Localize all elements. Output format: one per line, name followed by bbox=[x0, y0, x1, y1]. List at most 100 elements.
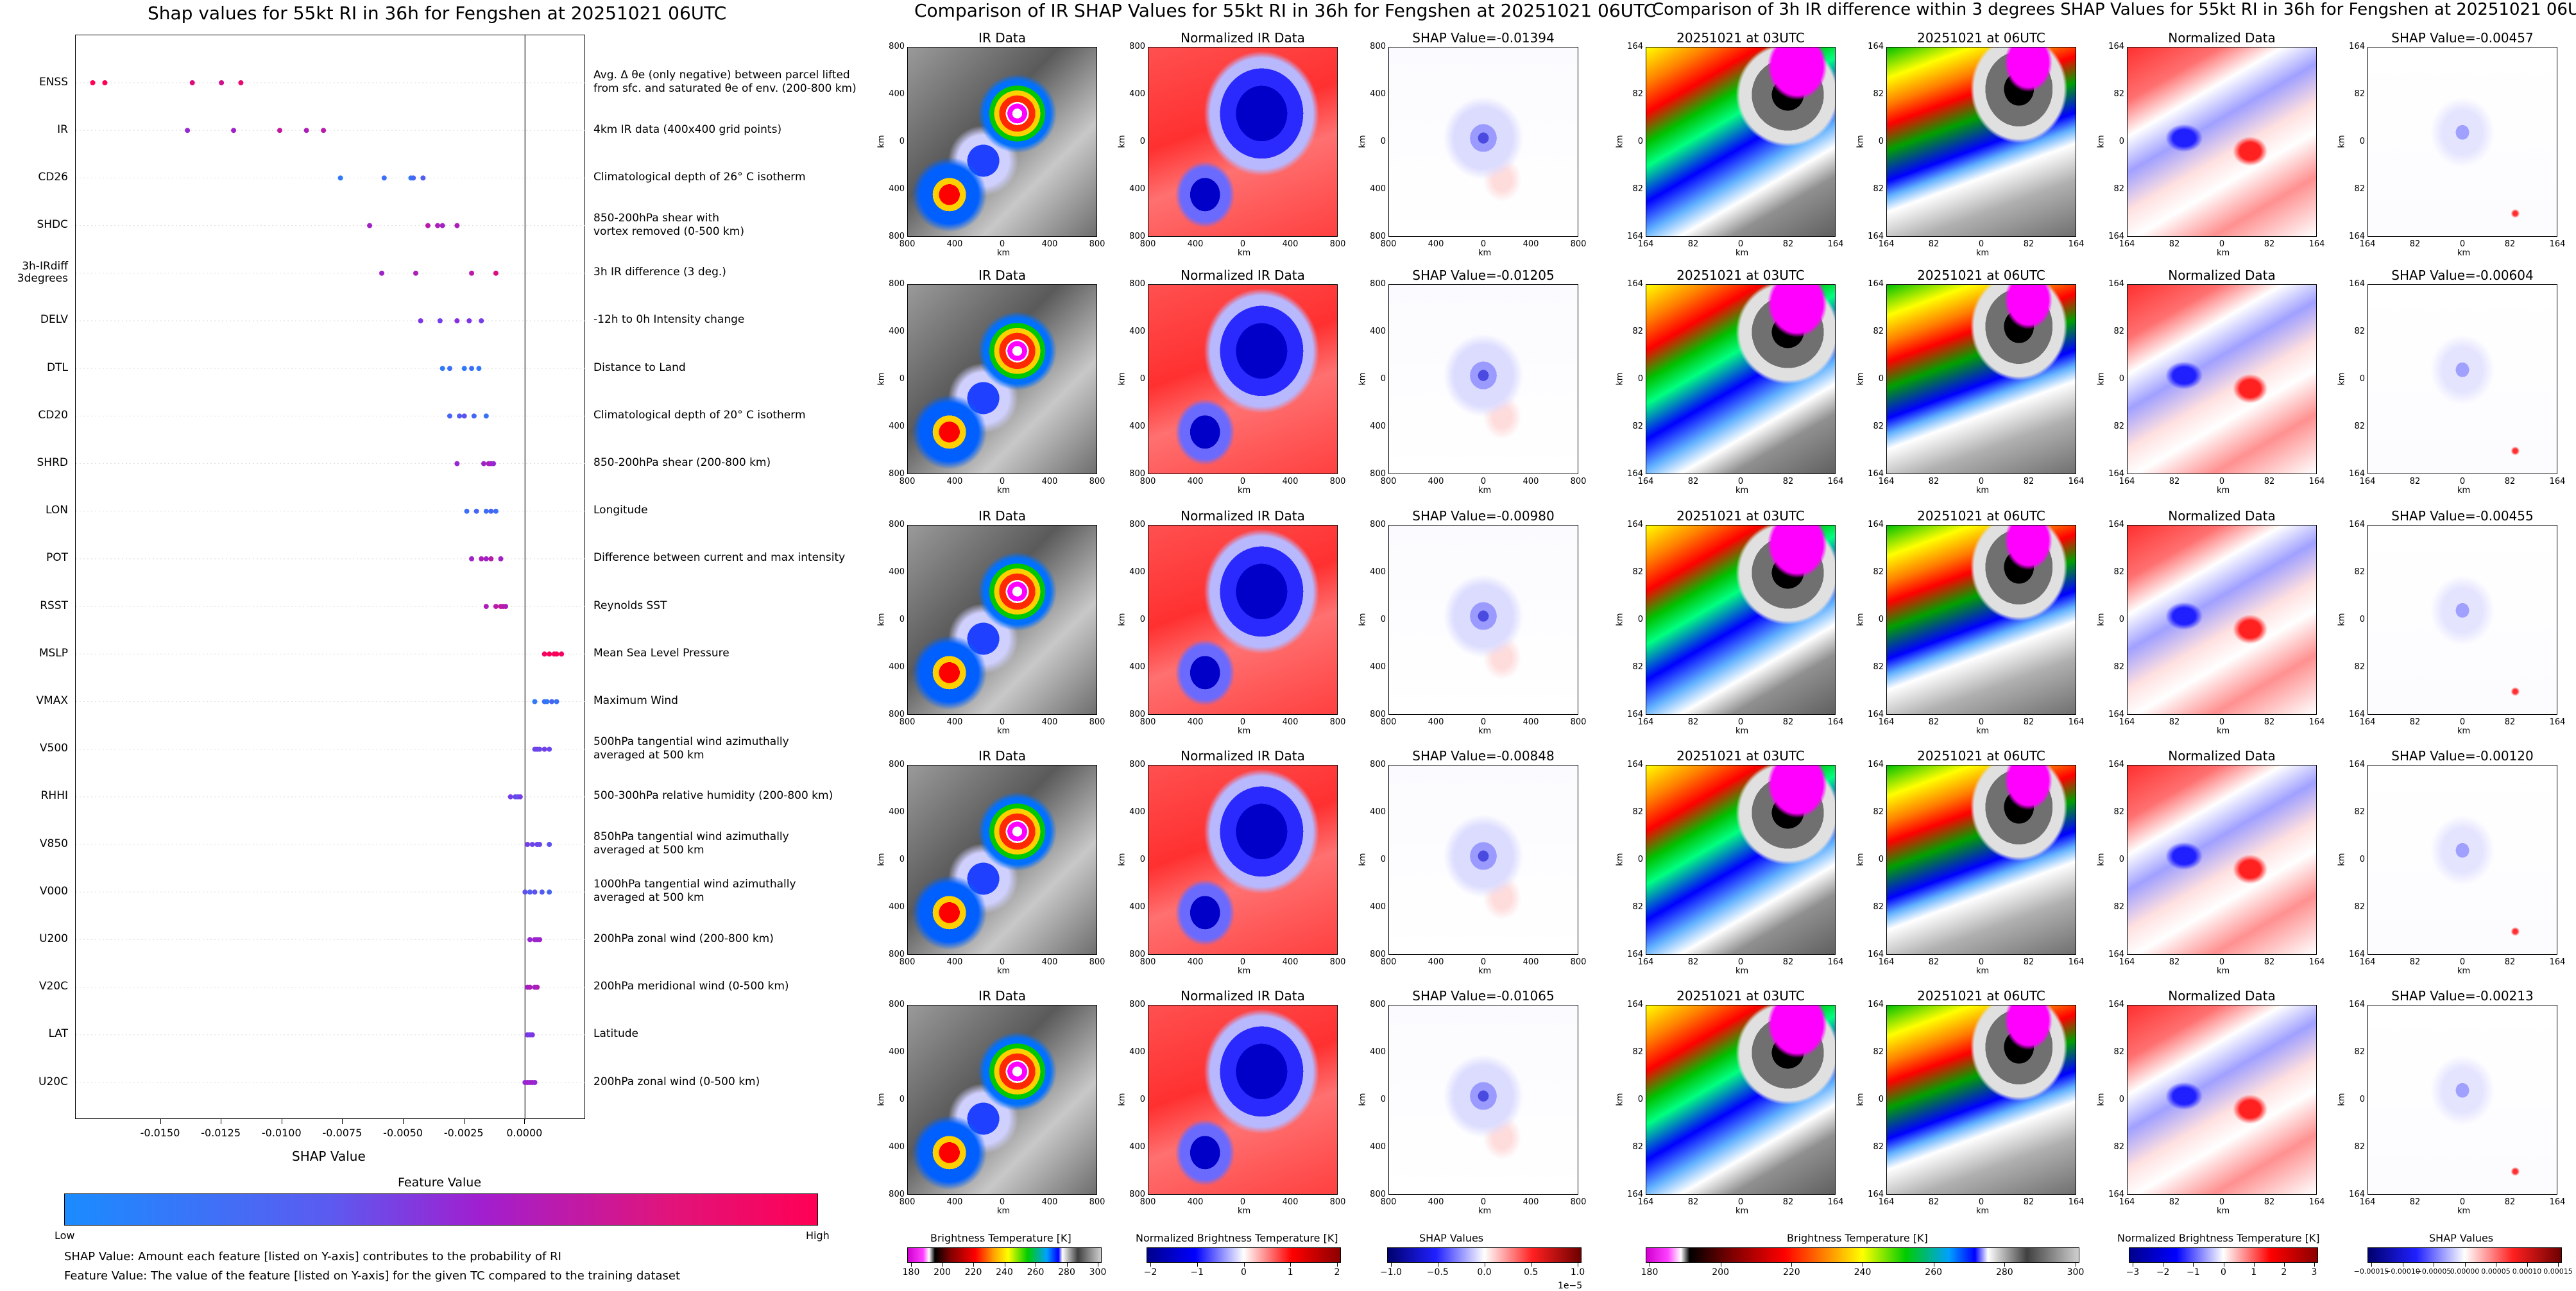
x-tick-label: 0 bbox=[2219, 1197, 2225, 1207]
x-tick-label: 82 bbox=[1928, 239, 1940, 249]
x-tick-label: 0 bbox=[1737, 477, 1744, 486]
panel-title: IR Data bbox=[978, 988, 1026, 1004]
x-tick-label: 800 bbox=[1329, 1197, 1346, 1207]
x-tick-label: 82 bbox=[2409, 717, 2421, 727]
panel-title: 20251021 at 06UTC bbox=[1917, 268, 2045, 283]
x-tick-label: 164 bbox=[2359, 717, 2376, 727]
x-tick-label: 164 bbox=[1637, 477, 1654, 486]
x-tick-label: 0 bbox=[1240, 477, 1246, 486]
y-tick-label: 164 bbox=[1627, 1000, 1643, 1009]
x-tick-label: 82 bbox=[1928, 717, 1940, 727]
y-tick-label: 0 bbox=[1380, 137, 1386, 146]
mid-cbar1 bbox=[907, 1247, 1102, 1263]
y-axis-label: km bbox=[876, 372, 887, 386]
y-tick-label: 800 bbox=[1129, 232, 1145, 241]
y-tick-label: 800 bbox=[889, 520, 905, 529]
y-tick-label: 800 bbox=[889, 760, 905, 769]
y-tick-label: 82 bbox=[1873, 422, 1884, 431]
feature-value-title: Feature Value bbox=[398, 1176, 482, 1190]
y-axis-label: km bbox=[2096, 1093, 2106, 1106]
x-tick-label: 82 bbox=[1782, 957, 1794, 967]
y-tick-label: 82 bbox=[1873, 327, 1884, 336]
feature-label: MSLP bbox=[38, 646, 68, 660]
shap-point bbox=[522, 889, 528, 895]
x-tick-label: 82 bbox=[2264, 239, 2275, 249]
y-axis-label: km bbox=[1117, 1093, 1127, 1106]
shap-point bbox=[437, 318, 443, 323]
x-tick-label: 164 bbox=[1878, 477, 1895, 486]
x-tick-label: 164 bbox=[1827, 477, 1844, 486]
y-tick-label: 0 bbox=[1637, 855, 1643, 864]
y-axis-label: km bbox=[876, 853, 887, 866]
y-tick-label: 800 bbox=[1370, 760, 1386, 769]
y-tick-label: 0 bbox=[1637, 615, 1643, 624]
y-tick-label: 164 bbox=[1627, 469, 1643, 479]
x-tick-label: 164 bbox=[2549, 717, 2566, 727]
right-cbar3-title: SHAP Values bbox=[2429, 1232, 2494, 1244]
irdiff-panel bbox=[1886, 47, 2076, 237]
x-tick-label: 800 bbox=[899, 1197, 916, 1207]
x-tick-label: 82 bbox=[2409, 239, 2421, 249]
x-tick-label: 800 bbox=[899, 477, 916, 486]
y-tick-label: 800 bbox=[1370, 232, 1386, 241]
shap-point bbox=[547, 746, 552, 752]
panel-title: SHAP Value=-0.01205 bbox=[1412, 268, 1555, 283]
y-tick-label: 164 bbox=[1868, 520, 1884, 529]
irdiff-panel bbox=[2367, 284, 2557, 474]
y-tick-label: 0 bbox=[1878, 615, 1884, 624]
ir-panel bbox=[1148, 1005, 1338, 1195]
x-tick-label: 800 bbox=[1570, 717, 1587, 727]
panel-title: Normalized Data bbox=[2168, 508, 2276, 524]
x-tick-label: 82 bbox=[1928, 957, 1940, 967]
cbar-tick-label: −0.5 bbox=[1426, 1267, 1449, 1278]
feature-label: LON bbox=[46, 504, 68, 517]
y-tick-label: 0 bbox=[899, 1095, 905, 1104]
x-axis-label: km bbox=[997, 248, 1011, 258]
shap-point bbox=[473, 508, 479, 514]
y-tick-label: 800 bbox=[1370, 279, 1386, 289]
y-tick-label: 800 bbox=[1129, 710, 1145, 719]
y-tick-label: 400 bbox=[1370, 807, 1386, 817]
y-tick-label: 82 bbox=[2354, 807, 2365, 817]
y-tick-label: 400 bbox=[1129, 1142, 1145, 1152]
x-axis-label: km bbox=[2457, 726, 2471, 736]
mid-cbar2 bbox=[1147, 1247, 1341, 1263]
cbar-tick-mark bbox=[2527, 1263, 2528, 1267]
feature-label: V500 bbox=[39, 742, 68, 755]
y-axis-label: km bbox=[2096, 135, 2106, 148]
x-tick-label: 0 bbox=[1978, 1197, 1984, 1207]
x-tick-label: 0 bbox=[1480, 239, 1487, 249]
feature-label: CD26 bbox=[38, 170, 68, 184]
y-tick-label: 800 bbox=[1370, 42, 1386, 51]
panel-title: 20251021 at 03UTC bbox=[1676, 268, 1805, 283]
x-tick-label: 800 bbox=[1570, 1197, 1587, 1207]
x-tick-label: 164 bbox=[1637, 239, 1654, 249]
irdiff-panel bbox=[1646, 525, 1836, 715]
y-tick-label: 0 bbox=[2119, 374, 2124, 384]
cbar-tick-label: 280 bbox=[1058, 1267, 1075, 1278]
shap-point bbox=[457, 413, 463, 419]
panel-title: SHAP Value=-0.00980 bbox=[1412, 508, 1555, 524]
x-tick-label: 0 bbox=[1240, 1197, 1246, 1207]
y-axis-label: km bbox=[2337, 135, 2347, 148]
x-tick-label: 400 bbox=[1187, 1197, 1204, 1207]
y-tick-label: 400 bbox=[1129, 902, 1145, 912]
y-tick-label: 164 bbox=[2349, 469, 2365, 479]
shap-point bbox=[418, 318, 423, 323]
shap-point bbox=[493, 508, 499, 514]
y-axis-label: km bbox=[1615, 372, 1625, 386]
ir-panel bbox=[907, 1005, 1097, 1195]
x-axis-label: km bbox=[997, 726, 1011, 736]
y-tick-label: 400 bbox=[1129, 662, 1145, 672]
x-tick-label: 0 bbox=[1480, 1197, 1487, 1207]
cbar-tick-label: 1.0 bbox=[1570, 1267, 1585, 1278]
y-axis-label: km bbox=[1358, 853, 1368, 866]
x-tick-label: 82 bbox=[1782, 477, 1794, 486]
x-axis-label: km bbox=[1478, 966, 1492, 976]
shap-point bbox=[527, 889, 533, 895]
feature-description: 200hPa meridional wind (0-500 km) bbox=[593, 980, 789, 993]
irdiff-panel bbox=[2127, 765, 2317, 955]
mid-cbar1-title: Brightness Temperature [K] bbox=[930, 1232, 1071, 1244]
shap-point bbox=[517, 794, 523, 799]
shap-point bbox=[337, 175, 343, 181]
